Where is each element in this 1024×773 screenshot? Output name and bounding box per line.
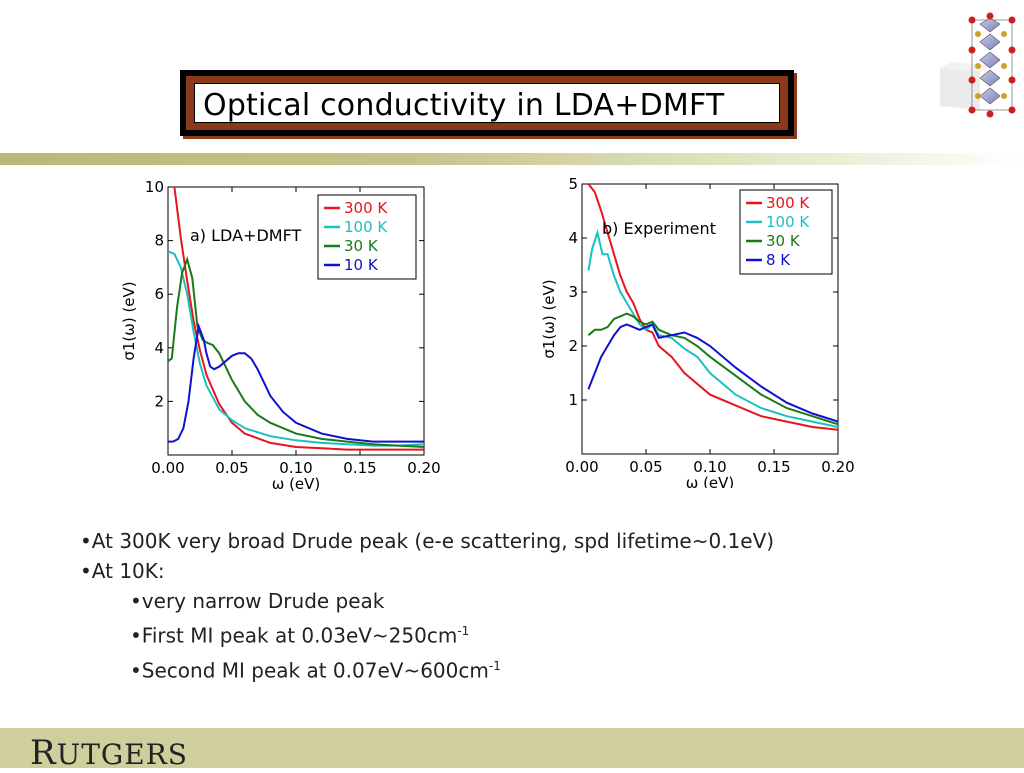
crystal-structure-image <box>940 12 1016 118</box>
x-tick-label: 0.05 <box>215 459 248 477</box>
bullet-list: •At 300K very broad Drude peak (e-e scat… <box>80 526 774 685</box>
bullet-item: •very narrow Drude peak <box>130 589 385 613</box>
legend-label: 300 K <box>344 199 388 217</box>
series-line-3 <box>587 323 838 423</box>
y-tick-label: 10 <box>145 178 164 196</box>
y-tick-label: 8 <box>154 232 164 250</box>
bullet-item: •First MI peak at 0.03eV~250cm-1 <box>130 623 470 648</box>
legend-label: 10 K <box>344 256 379 274</box>
series-line-2 <box>587 312 838 426</box>
x-tick-label: 0.20 <box>821 458 854 476</box>
x-tick-label: 0.15 <box>757 458 790 476</box>
chart-experiment: 1 2 3 4 5 0.00 0.05 0.10 0.15 0.20 ω (eV) σ1(ω) (eV… <box>540 175 855 488</box>
chart-lda-dmft: 2 4 6 8 10 0.00 0.05 0.10 0.15 0.20 ω (eV) σ1(ω) (e… <box>120 178 441 493</box>
y-tick-label: 2 <box>154 392 164 410</box>
y-tick-label: 6 <box>154 285 164 303</box>
y-tick-label: 1 <box>568 391 578 409</box>
legend-label: 30 K <box>766 232 801 250</box>
bullet-item: •Second MI peak at 0.07eV~600cm-1 <box>130 658 501 683</box>
series-line-0 <box>173 187 424 451</box>
y-tick-label: 5 <box>568 175 578 193</box>
y-tick-label: 2 <box>568 337 578 355</box>
y-tick-label: 3 <box>568 283 578 301</box>
series-line-3 <box>168 322 424 443</box>
series-line-1 <box>587 228 838 428</box>
x-axis-label: ω (eV) <box>686 474 735 488</box>
chart-annotation: a) LDA+DMFT <box>190 226 301 245</box>
y-axis-label: σ1(ω) (eV) <box>120 281 138 360</box>
x-tick-label: 0.10 <box>279 459 312 477</box>
series-line-2 <box>168 256 424 448</box>
top-divider-band <box>0 153 1024 165</box>
chart-annotation: b) Experiment <box>602 219 716 238</box>
legend-label: 100 K <box>766 213 810 231</box>
y-tick-label: 4 <box>568 229 578 247</box>
x-tick-label: 0.00 <box>565 458 598 476</box>
rutgers-logo: RUTGERS <box>30 733 188 773</box>
x-tick-label: 0.15 <box>343 459 376 477</box>
legend-label: 100 K <box>344 218 388 236</box>
bullet-item: •At 300K very broad Drude peak (e-e scat… <box>80 529 775 553</box>
y-axis-label: σ1(ω) (eV) <box>540 279 558 358</box>
series-line-1 <box>168 250 424 447</box>
series-line-0 <box>587 184 838 431</box>
bottom-band <box>0 728 1024 768</box>
x-tick-label: 0.20 <box>407 459 440 477</box>
x-tick-label: 0.10 <box>693 458 726 476</box>
legend-label: 8 K <box>766 251 791 269</box>
x-axis-label: ω (eV) <box>272 475 321 493</box>
slide-title: Optical conductivity in LDA+DMFT <box>203 88 725 123</box>
legend-label: 300 K <box>766 194 810 212</box>
bullet-item: •At 10K: <box>80 559 165 583</box>
x-tick-label: 0.05 <box>629 458 662 476</box>
title-frame: Optical conductivity in LDA+DMFT <box>180 70 794 136</box>
x-tick-label: 0.00 <box>151 459 184 477</box>
legend-label: 30 K <box>344 237 379 255</box>
y-tick-label: 4 <box>154 339 164 357</box>
